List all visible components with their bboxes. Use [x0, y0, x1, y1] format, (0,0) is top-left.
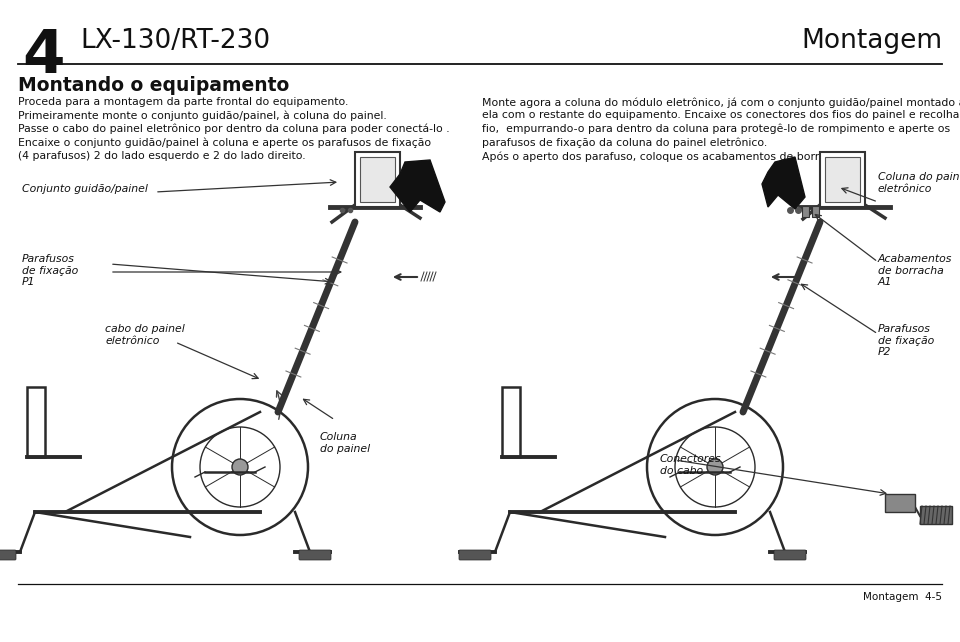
- Polygon shape: [825, 157, 860, 202]
- FancyBboxPatch shape: [299, 550, 331, 560]
- Polygon shape: [390, 160, 445, 212]
- Text: Monte agora a coluna do módulo eletrônico, já com o conjunto guidão/painel monta: Monte agora a coluna do módulo eletrônic…: [482, 97, 960, 107]
- Text: Proceda para a montagem da parte frontal do equipamento.: Proceda para a montagem da parte frontal…: [18, 97, 348, 107]
- Polygon shape: [355, 152, 400, 207]
- Text: ela com o restante do equipamento. Encaixe os conectores dos fios do painel e re: ela com o restante do equipamento. Encai…: [482, 110, 960, 121]
- FancyBboxPatch shape: [0, 550, 16, 560]
- Bar: [27, 387, 45, 457]
- Text: Coluna
do painel: Coluna do painel: [320, 432, 371, 454]
- Polygon shape: [820, 152, 865, 207]
- Polygon shape: [762, 157, 805, 209]
- FancyBboxPatch shape: [774, 550, 806, 560]
- Text: Conectores
do cabo: Conectores do cabo: [660, 454, 722, 476]
- Bar: [802, 206, 809, 217]
- Circle shape: [232, 459, 248, 475]
- Text: (4 parafusos) 2 do lado esquerdo e 2 do lado direito.: (4 parafusos) 2 do lado esquerdo e 2 do …: [18, 151, 305, 161]
- Text: Montagem: Montagem: [801, 28, 942, 54]
- Text: Encaixe o conjunto guidão/painel à coluna e aperte os parafusos de fixação: Encaixe o conjunto guidão/painel à colun…: [18, 137, 431, 148]
- Text: cabo do painel
eletrônico: cabo do painel eletrônico: [105, 324, 184, 345]
- Text: Montando o equipamento: Montando o equipamento: [18, 76, 289, 95]
- Text: fio,  empurrando-o para dentro da coluna para protegê-lo de rompimento e aperte : fio, empurrando-o para dentro da coluna …: [482, 124, 950, 135]
- Circle shape: [707, 459, 723, 475]
- Text: Após o aperto dos parafuso, coloque os acabamentos de borracha A1.: Após o aperto dos parafuso, coloque os a…: [482, 151, 867, 162]
- Bar: [502, 387, 520, 457]
- Text: Passe o cabo do painel eletrônico por dentro da coluna para poder conectá-lo .: Passe o cabo do painel eletrônico por de…: [18, 124, 449, 135]
- Bar: [920, 506, 952, 524]
- Text: Parafusos
de fixação
P1: Parafusos de fixação P1: [22, 254, 79, 287]
- FancyBboxPatch shape: [459, 550, 491, 560]
- Text: 4: 4: [22, 27, 64, 86]
- Bar: [812, 206, 819, 217]
- Text: Acabamentos
de borracha
A1: Acabamentos de borracha A1: [878, 254, 952, 287]
- Text: Conjunto guidão/painel: Conjunto guidão/painel: [22, 184, 148, 194]
- Text: Parafusos
de fixação
P2: Parafusos de fixação P2: [878, 324, 934, 357]
- Text: Primeiramente monte o conjunto guidão/painel, à coluna do painel.: Primeiramente monte o conjunto guidão/pa…: [18, 110, 387, 121]
- Bar: [885, 494, 915, 512]
- Text: Coluna do painel
eletrônico: Coluna do painel eletrônico: [878, 173, 960, 194]
- Polygon shape: [360, 157, 395, 202]
- Text: parafusos de fixação da coluna do painel eletrônico.: parafusos de fixação da coluna do painel…: [482, 137, 767, 148]
- Text: LX-130/RT-230: LX-130/RT-230: [80, 28, 270, 54]
- Text: Montagem  4-5: Montagem 4-5: [863, 592, 942, 602]
